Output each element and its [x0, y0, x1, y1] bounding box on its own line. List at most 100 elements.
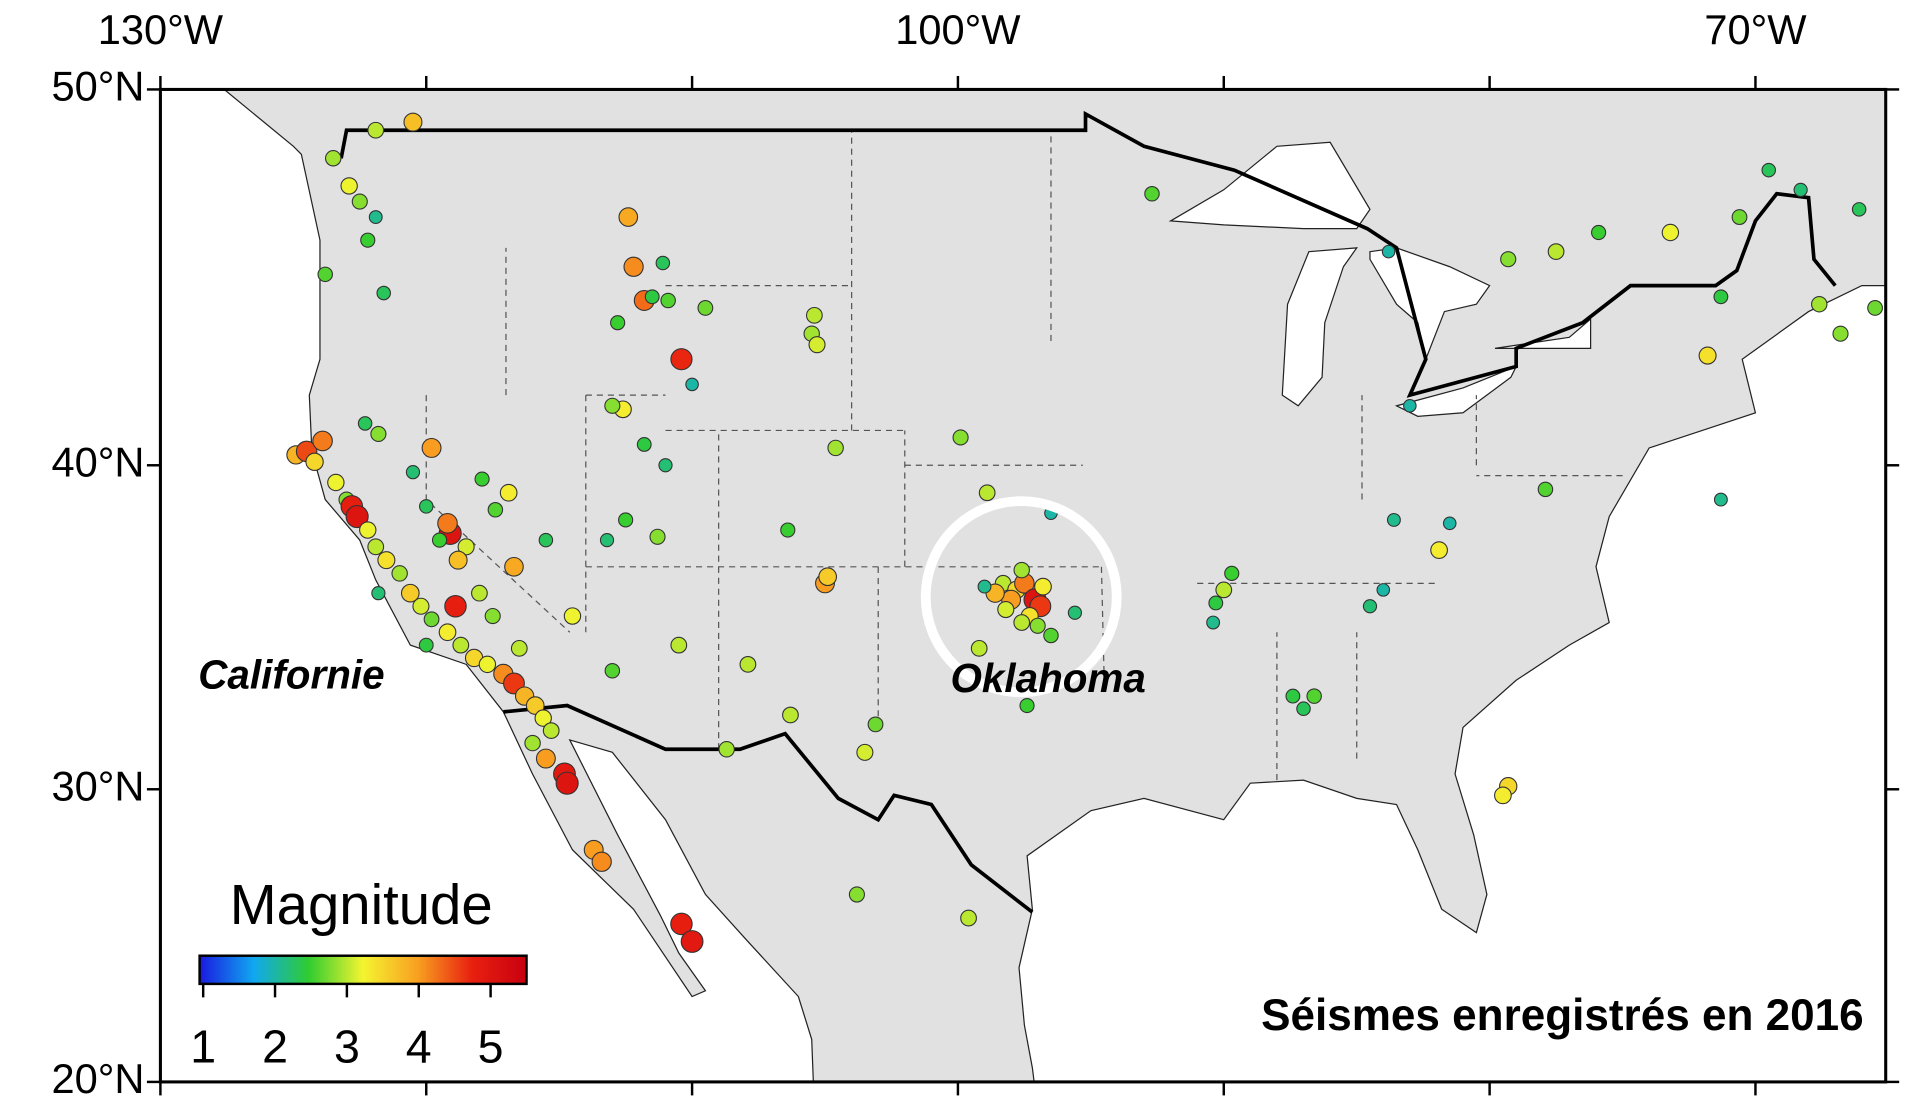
- earthquake: [1442, 516, 1457, 531]
- earthquake: [345, 504, 369, 529]
- earthquake: [867, 716, 884, 733]
- y-tick-label: 40°N: [52, 438, 145, 485]
- earthquake: [474, 471, 490, 487]
- earthquake: [1067, 605, 1083, 620]
- earthquake: [1761, 162, 1777, 178]
- earthquake: [856, 743, 874, 761]
- earthquake: [591, 851, 612, 872]
- earthquake: [1403, 398, 1417, 413]
- earthquake: [563, 607, 582, 625]
- earthquake: [1381, 244, 1396, 259]
- earthquake: [658, 458, 673, 473]
- earthquake: [644, 289, 660, 305]
- earthquake: [534, 709, 552, 727]
- country-border: [503, 703, 1034, 914]
- earthquake: [618, 207, 639, 227]
- earthquake: [604, 397, 621, 414]
- earthquake: [604, 662, 621, 679]
- earthquake: [1306, 688, 1322, 704]
- earthquake: [478, 655, 497, 674]
- earthquake: [1285, 688, 1301, 704]
- earthquake: [599, 533, 615, 548]
- annotation: Californie: [198, 651, 384, 697]
- earthquake: [1832, 325, 1849, 342]
- earthquake: [680, 930, 704, 953]
- earthquake: [1206, 615, 1221, 630]
- earthquake: [367, 121, 385, 139]
- earthquake: [977, 579, 992, 594]
- earthquake: [1713, 492, 1728, 507]
- earthquake: [359, 521, 377, 539]
- earthquake: [431, 532, 448, 548]
- earthquake: [997, 600, 1015, 619]
- earthquake: [405, 465, 421, 480]
- earthquake: [371, 586, 386, 601]
- earthquake: [484, 607, 501, 625]
- country-border: [339, 110, 1837, 398]
- earthquake: [782, 706, 799, 724]
- earthquake: [444, 594, 467, 618]
- y-tick-label: 50°N: [52, 62, 145, 109]
- earthquake: [368, 210, 383, 225]
- earthquake: [1043, 627, 1059, 644]
- earthquake: [367, 538, 385, 556]
- earthquake: [376, 285, 391, 301]
- earthquake: [510, 639, 528, 657]
- earthquake: [1500, 251, 1517, 268]
- earthquake: [697, 300, 714, 316]
- earthquake: [351, 193, 368, 210]
- earthquake: [400, 583, 420, 603]
- earthquake: [538, 532, 554, 548]
- earthquake: [1208, 595, 1224, 611]
- earthquake: [649, 528, 666, 545]
- earthquake: [623, 256, 644, 277]
- highlight-circle: [920, 496, 1122, 698]
- earthquake: [370, 425, 387, 443]
- earthquake: [1144, 186, 1160, 202]
- y-tick-label: 30°N: [52, 762, 145, 809]
- earthquake: [1376, 583, 1391, 597]
- earthquake: [808, 336, 826, 354]
- earthquake: [685, 377, 699, 392]
- earthquake: [357, 416, 373, 431]
- earthquake: [818, 567, 838, 587]
- earthquake: [317, 266, 333, 283]
- earthquake: [655, 255, 671, 271]
- earthquake: [1215, 581, 1233, 599]
- earthquake: [1661, 223, 1680, 242]
- earthquake: [1362, 599, 1378, 614]
- earthquake: [499, 483, 518, 502]
- earthquake: [610, 315, 626, 331]
- earthquake: [421, 437, 442, 458]
- earthquake: [340, 177, 358, 195]
- earthquake: [970, 639, 988, 657]
- earthquake: [978, 484, 996, 502]
- state-border: [1100, 566, 1105, 678]
- earthquake: [960, 909, 977, 927]
- earthquake: [418, 637, 434, 653]
- earthquake: [1019, 697, 1035, 714]
- earthquake: [471, 584, 488, 602]
- earthquake: [487, 502, 504, 518]
- earthquake: [618, 512, 634, 528]
- colorbar-tick-label: 3: [334, 1020, 360, 1072]
- earthquake: [670, 912, 693, 936]
- x-tick-label: 130°W: [98, 6, 224, 53]
- earthquake: [952, 429, 969, 446]
- colorbar-tick-label: 2: [262, 1020, 288, 1072]
- lake: [1369, 247, 1491, 362]
- land: [223, 89, 1886, 1082]
- earthquake: [670, 636, 688, 654]
- earthquake: [1591, 224, 1607, 241]
- earthquake: [377, 551, 396, 570]
- earthquake: [524, 734, 541, 752]
- x-tick-label: 100°W: [895, 6, 1021, 53]
- earthquake: [457, 538, 475, 556]
- earthquake: [636, 437, 652, 452]
- earthquake: [1867, 300, 1883, 316]
- lake: [1281, 247, 1358, 407]
- earthquake: [1811, 295, 1828, 313]
- earthquake: [670, 348, 693, 371]
- earthquake: [1494, 786, 1512, 805]
- earthquake-layer: [286, 112, 1883, 953]
